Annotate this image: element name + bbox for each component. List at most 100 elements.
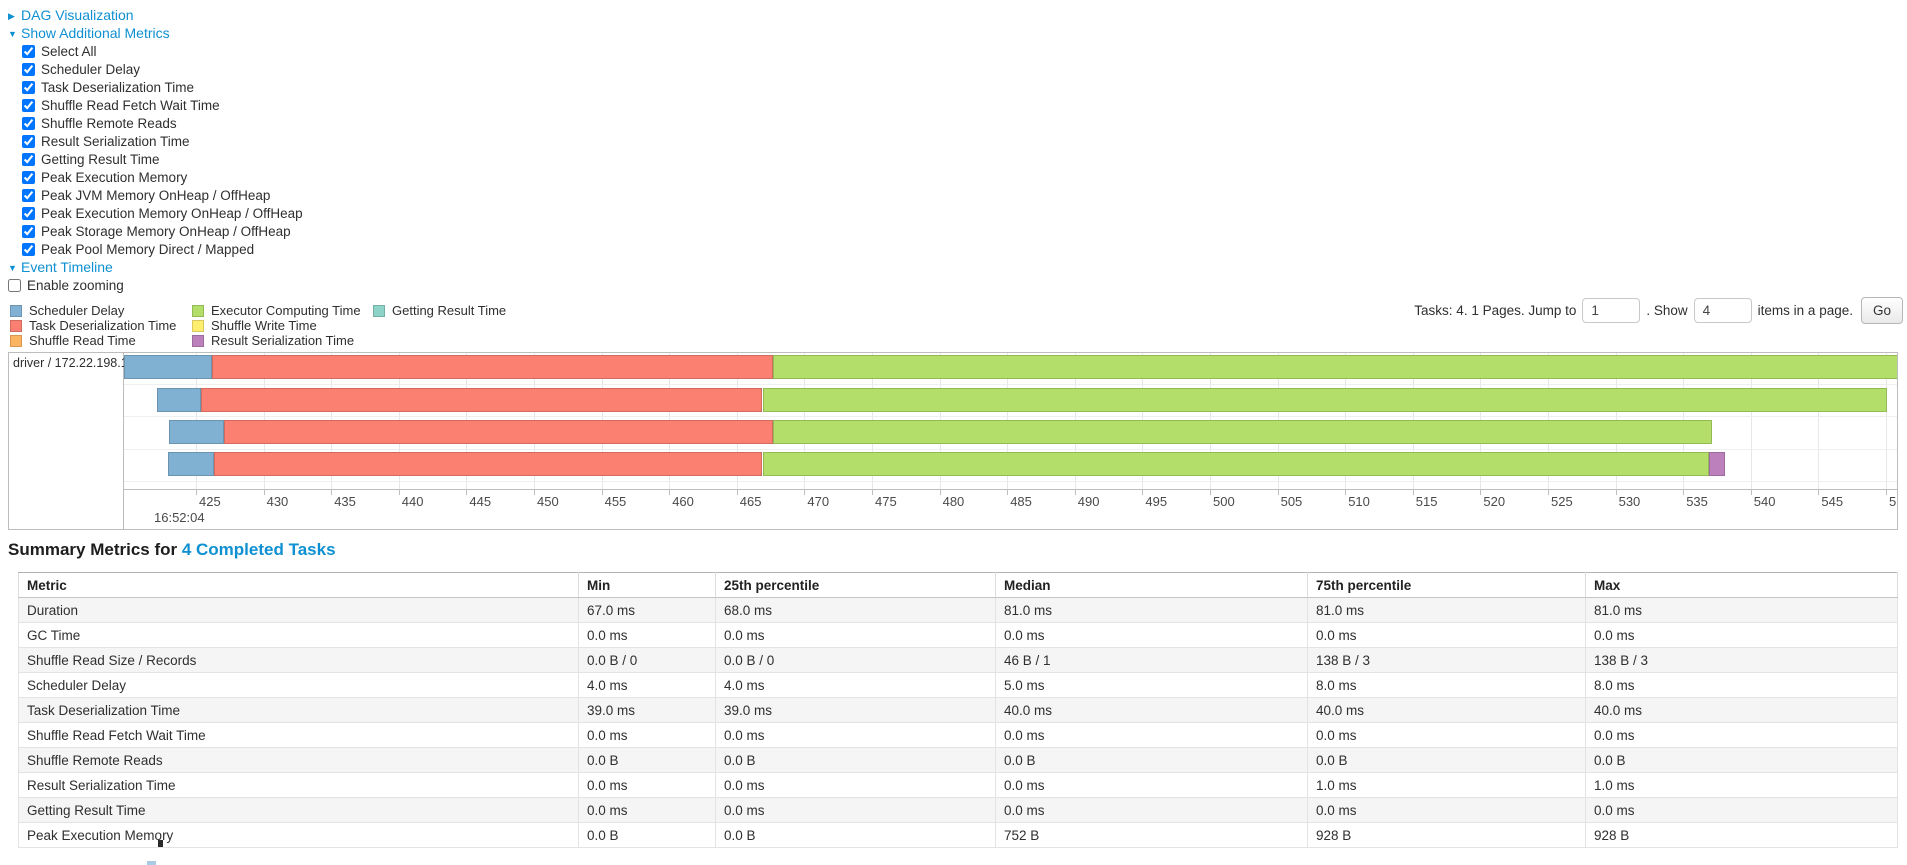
metric-value-cell: 0.0 ms bbox=[715, 772, 996, 798]
metric-value-cell: 0.0 ms bbox=[995, 797, 1308, 823]
table-row: Shuffle Read Fetch Wait Time 0.0 ms 0.0 ms… bbox=[18, 722, 1898, 748]
metric-value-cell: 0.0 ms bbox=[1307, 797, 1586, 823]
dag-visualization-toggle[interactable]: ▶ DAG Visualization bbox=[8, 6, 303, 24]
timeline-tick-label: 505 bbox=[1280, 494, 1303, 509]
event-timeline-toggle[interactable]: ▼ Event Timeline bbox=[8, 258, 303, 276]
table-row: Peak Execution Memory 0.0 B 0.0 B 752 B 928 … bbox=[18, 822, 1898, 848]
metric-checkbox[interactable] bbox=[22, 116, 35, 130]
metric-checkbox-label: Peak Pool Memory Direct / Mapped bbox=[41, 241, 255, 257]
metric-checkbox[interactable] bbox=[22, 98, 35, 112]
metric-checkbox-label: Shuffle Read Fetch Wait Time bbox=[41, 97, 220, 113]
metric-value-cell: 0.0 ms bbox=[1585, 722, 1898, 748]
caret-down-icon: ▼ bbox=[8, 263, 17, 273]
metric-value-cell: 0.0 B bbox=[578, 747, 716, 773]
metric-checkbox-row: Task Deserialization Time bbox=[8, 78, 303, 96]
metric-checkbox-row: Select All bbox=[8, 42, 303, 60]
metric-checkbox[interactable] bbox=[22, 80, 35, 94]
enable-zooming-label: Enable zooming bbox=[27, 277, 124, 293]
metric-value-cell: 0.0 B / 0 bbox=[715, 647, 996, 673]
table-row: Result Serialization Time 0.0 ms 0.0 ms 0.0… bbox=[18, 772, 1898, 798]
legend-item: Getting Result Time bbox=[373, 303, 506, 318]
timeline-tick-label: 480 bbox=[942, 494, 965, 509]
legend-column: Executor Computing Time Shuffle Write Tim… bbox=[192, 303, 373, 348]
items-per-page-input[interactable] bbox=[1693, 297, 1752, 323]
timeline-tick-label: 430 bbox=[266, 494, 289, 509]
metric-value-cell: 39.0 ms bbox=[715, 697, 996, 723]
metric-value-cell: 138 B / 3 bbox=[1307, 647, 1586, 673]
jump-to-page-input[interactable] bbox=[1582, 297, 1641, 323]
event-timeline-label: Event Timeline bbox=[21, 259, 113, 275]
summary-heading-prefix: Summary Metrics for bbox=[8, 540, 182, 559]
legend-label: Executor Computing Time bbox=[211, 303, 361, 318]
metric-checkbox-label: Peak Storage Memory OnHeap / OffHeap bbox=[41, 223, 291, 239]
legend-column: Getting Result Time bbox=[373, 303, 506, 348]
timeline-tick-label: 525 bbox=[1551, 494, 1573, 509]
enable-zooming-checkbox[interactable] bbox=[8, 278, 21, 292]
metric-checkbox-label: Scheduler Delay bbox=[41, 61, 141, 77]
metric-checkbox[interactable] bbox=[22, 44, 35, 58]
metric-value-cell: 0.0 ms bbox=[578, 622, 716, 648]
completed-tasks-link[interactable]: 4 Completed Tasks bbox=[181, 540, 336, 559]
pagination-text-before: Tasks: 4. 1 Pages. Jump to bbox=[1414, 302, 1577, 318]
timeline-tick bbox=[804, 490, 806, 495]
timeline-tick bbox=[601, 490, 603, 495]
legend-swatch bbox=[192, 319, 204, 332]
metric-checkbox[interactable] bbox=[22, 134, 35, 148]
metric-value-cell: 752 B bbox=[995, 822, 1308, 848]
metric-checkbox[interactable] bbox=[22, 206, 35, 220]
metric-checkbox[interactable] bbox=[22, 188, 35, 202]
metric-value-cell: 0.0 ms bbox=[715, 722, 996, 748]
timeline-tick bbox=[1480, 490, 1482, 495]
timeline-tick bbox=[1210, 490, 1211, 495]
metric-name-cell: Task Deserialization Time bbox=[18, 697, 579, 723]
metric-name-cell: Scheduler Delay bbox=[18, 672, 579, 698]
timeline-tick-label: 425 bbox=[199, 494, 221, 509]
metric-value-cell: 39.0 ms bbox=[578, 697, 716, 723]
metric-value-cell: 0.0 ms bbox=[995, 772, 1308, 798]
metric-checkbox[interactable] bbox=[22, 62, 35, 76]
timeline-tick-label: 540 bbox=[1753, 494, 1776, 509]
metric-checkbox[interactable] bbox=[22, 224, 35, 238]
show-additional-metrics-toggle[interactable]: ▼ Show Additional Metrics bbox=[8, 24, 303, 42]
metric-checkbox[interactable] bbox=[22, 152, 35, 166]
metric-checkbox-row: Result Serialization Time bbox=[8, 132, 303, 150]
legend-swatch bbox=[192, 304, 204, 317]
metric-checkbox[interactable] bbox=[22, 170, 35, 184]
timeline-tick-label: 530 bbox=[1618, 494, 1641, 509]
timeline-tick-label: 535 bbox=[1686, 494, 1708, 509]
metric-value-cell: 0.0 B bbox=[578, 822, 716, 848]
legend-swatch bbox=[10, 334, 22, 347]
timeline-tick bbox=[466, 490, 468, 495]
legend-label: Task Deserialization Time bbox=[29, 318, 177, 333]
metric-value-cell: 1.0 ms bbox=[1585, 772, 1898, 798]
timeline-tick bbox=[872, 490, 873, 495]
metric-value-cell: 40.0 ms bbox=[1307, 697, 1586, 723]
timeline-tick-label: 490 bbox=[1077, 494, 1100, 509]
timeline-legend: Scheduler Delay Task Deserialization Time… bbox=[10, 303, 506, 348]
timeline-executor-label: driver / 172.22.198.104 bbox=[13, 356, 142, 370]
timeline-tick-label: 470 bbox=[807, 494, 830, 509]
timeline-tick-label: 495 bbox=[1145, 494, 1168, 509]
timeline-bar-segment bbox=[762, 388, 1888, 412]
timeline-tick bbox=[196, 490, 197, 495]
metric-checkbox[interactable] bbox=[22, 242, 35, 256]
metric-value-cell: 0.0 B bbox=[1585, 747, 1898, 773]
metric-value-cell: 0.0 ms bbox=[1307, 722, 1586, 748]
table-column-header: 75th percentile bbox=[1307, 572, 1586, 598]
metric-value-cell: 8.0 ms bbox=[1585, 672, 1898, 698]
table-row: Getting Result Time 0.0 ms 0.0 ms 0.0 ms 0.0… bbox=[18, 797, 1898, 823]
metric-checkbox-label: Getting Result Time bbox=[41, 151, 160, 167]
timeline-bar-segment bbox=[212, 355, 774, 379]
timeline-bar-segment bbox=[773, 355, 1897, 379]
metric-checkbox-label: Peak Execution Memory OnHeap / OffHeap bbox=[41, 205, 303, 221]
metric-value-cell: 0.0 ms bbox=[715, 622, 996, 648]
legend-item: Shuffle Write Time bbox=[192, 318, 373, 333]
timeline-tick bbox=[398, 490, 400, 495]
go-button[interactable]: Go bbox=[1860, 296, 1903, 324]
legend-item: Shuffle Read Time bbox=[10, 333, 192, 348]
legend-item: Scheduler Delay bbox=[10, 303, 192, 318]
timeline-tick-label: 465 bbox=[739, 494, 762, 509]
timeline-tick-label: 515 bbox=[1415, 494, 1438, 509]
metric-value-cell: 5.0 ms bbox=[995, 672, 1308, 698]
